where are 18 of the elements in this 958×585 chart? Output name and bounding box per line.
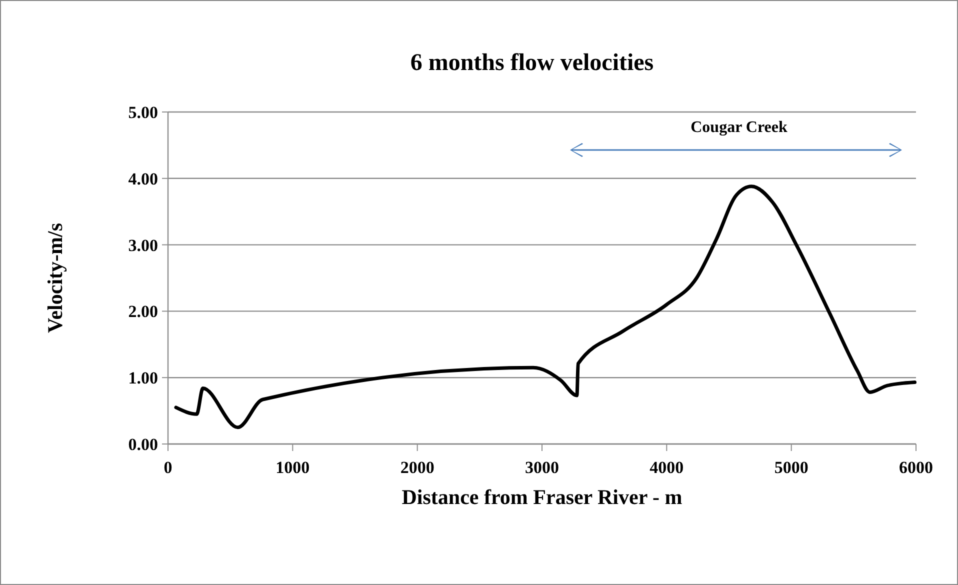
x-tick-label: 2000 — [400, 458, 434, 477]
line-series — [174, 184, 917, 430]
x-tick-label: 3000 — [525, 458, 559, 477]
y-tick-label: 2.00 — [128, 302, 158, 322]
y-tick-label: 5.00 — [128, 102, 158, 122]
x-axis-title: Distance from Fraser River - m — [402, 485, 683, 509]
y-tick-label: 4.00 — [128, 169, 158, 188]
y-tick-label: 0.00 — [128, 434, 158, 454]
chart-title: 6 months flow velocities — [410, 50, 654, 76]
annotation: Cougar Creek — [690, 119, 788, 136]
y-tick-label: 1.00 — [128, 368, 158, 388]
x-tick-label: 6000 — [899, 458, 933, 477]
y-axis-title: Velocity-m/s — [43, 222, 67, 334]
x-tick-label: 1000 — [276, 458, 310, 477]
x-tick-label: 0 — [164, 458, 172, 477]
y-tick-label: 3.00 — [128, 236, 158, 255]
x-tick-label: 4000 — [650, 458, 684, 477]
x-tick-label: 5000 — [774, 458, 808, 477]
